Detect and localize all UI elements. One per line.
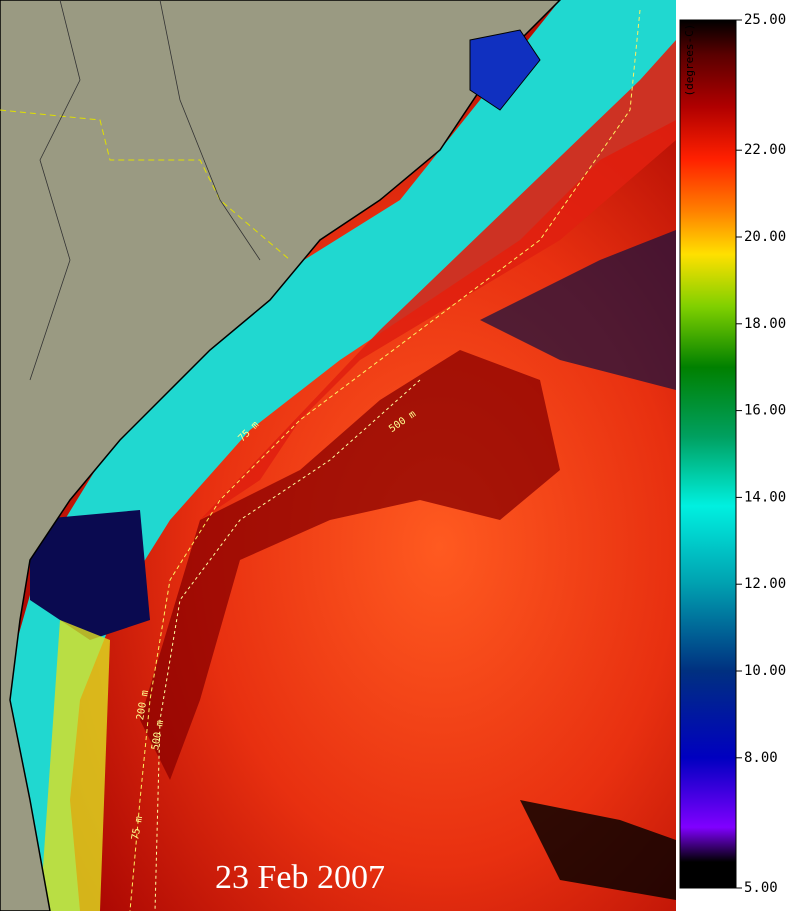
- map: 75 m 500 m 200 m 500 m 75 m 23 Feb 2007: [0, 0, 676, 911]
- isobath-500: [154, 379, 421, 911]
- contour-label: 200 m: [135, 689, 151, 721]
- gulf-stream-core: [140, 350, 560, 780]
- colorbar: (degrees-C) 25.00 22.00 20.00 18.00 16.00 14.…: [679, 12, 786, 896]
- rivers: [29, 0, 261, 381]
- colorbar-tick-label: 20.00: [744, 229, 786, 245]
- contour-label: 500 m: [150, 719, 166, 751]
- colorbar-tick-label: 22.00: [744, 142, 786, 158]
- colorbar-tick-label: 18.00: [744, 316, 786, 332]
- coastal-warm-band: [40, 620, 110, 911]
- colorbar-tick-label: 5.00: [744, 880, 778, 896]
- cloud-patch: [520, 800, 676, 900]
- contour-label: 75 m: [130, 815, 145, 841]
- colorbar-tick-label: 8.00: [744, 750, 778, 766]
- warm-filament: [200, 40, 676, 520]
- colorbar-tick-label: 25.00: [744, 12, 786, 28]
- colorbar-tick-label: 10.00: [744, 663, 786, 679]
- colorbar-tick-label: 12.00: [744, 576, 786, 592]
- state-border: [0, 109, 291, 261]
- colorbar-tick-label: 16.00: [744, 403, 786, 419]
- colorbar-tick-label: 14.00: [744, 489, 786, 505]
- date-label: 23 Feb 2007: [215, 859, 385, 896]
- cold-patch: [30, 510, 150, 640]
- colorbar-ramp: [679, 19, 737, 889]
- cold-streaks: [480, 230, 676, 390]
- colorbar-title: (degrees-C): [683, 24, 696, 97]
- sound-water: [469, 29, 541, 111]
